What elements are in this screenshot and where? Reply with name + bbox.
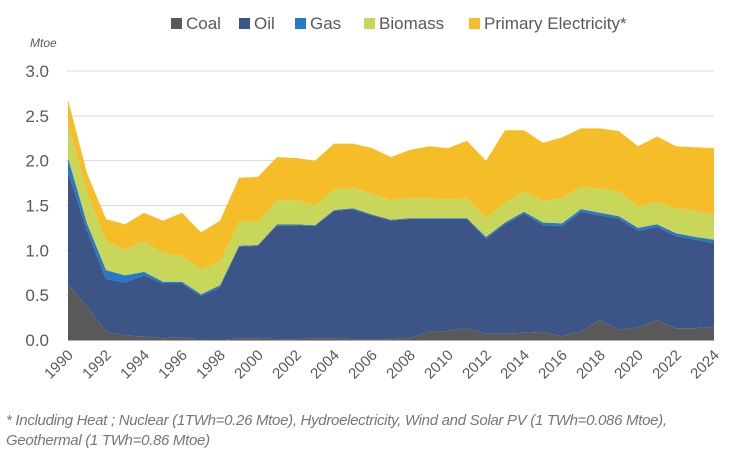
y-axis-unit-label: Mtoe: [30, 36, 57, 50]
x-tick-label: 2010: [421, 347, 457, 383]
x-tick-label: 2012: [459, 347, 495, 383]
footnote: * Including Heat ; Nuclear (1TWh=0.26 Mt…: [6, 412, 667, 449]
x-tick-label: 2024: [687, 347, 723, 383]
x-tick-label: 1994: [117, 347, 153, 383]
area-coal: [68, 284, 714, 340]
legend: Coal Oil Gas Biomass Primary Electricity*: [171, 14, 627, 33]
legend-swatch: [469, 18, 480, 29]
y-tick-label: 1.5: [25, 197, 49, 216]
y-tick-label: 2.5: [25, 107, 49, 126]
x-tick-label: 2002: [269, 347, 305, 383]
x-axis-ticks: 1990 1992 1994 1996 1998 2000 2002 2004 2006 2008…: [41, 347, 723, 383]
legend-swatch: [364, 18, 375, 29]
x-tick-label: 2022: [649, 347, 685, 383]
x-tick-label: 2018: [573, 347, 609, 383]
legend-swatch: [239, 18, 250, 29]
y-tick-label: 1.0: [25, 241, 49, 260]
x-tick-label: 2008: [383, 347, 419, 383]
x-tick-label: 1996: [155, 347, 191, 383]
area-primary-electricity: [68, 99, 714, 270]
x-tick-label: 2016: [535, 347, 571, 383]
y-tick-label: 0.0: [25, 331, 49, 350]
y-tick-label: 2.0: [25, 152, 49, 171]
legend-label: Biomass: [379, 14, 444, 33]
x-tick-label: 1992: [79, 347, 115, 383]
legend-label: Coal: [186, 14, 221, 33]
legend-label: Primary Electricity*: [484, 14, 627, 33]
x-tick-label: 2014: [497, 347, 533, 383]
area-biomass: [68, 124, 714, 295]
x-tick-label: 1990: [41, 347, 77, 383]
y-tick-label: 0.5: [25, 286, 49, 305]
y-tick-label: 3.0: [25, 62, 49, 81]
stacked-area-chart: Coal Oil Gas Biomass Primary Electricity* Mt…: [25, 14, 723, 383]
x-tick-label: 1998: [193, 347, 229, 383]
area-series: [68, 99, 714, 340]
x-tick-label: 2000: [231, 347, 267, 383]
x-tick-label: 2020: [611, 347, 647, 383]
legend-label: Gas: [310, 14, 341, 33]
area-oil: [68, 172, 714, 340]
legend-swatch: [295, 18, 306, 29]
legend-swatch: [171, 18, 182, 29]
x-tick-label: 2004: [307, 347, 343, 383]
x-tick-label: 2006: [345, 347, 381, 383]
y-axis-ticks: 0.0 0.5 1.0 1.5 2.0 2.5 3.0: [25, 62, 49, 350]
legend-label: Oil: [254, 14, 275, 33]
